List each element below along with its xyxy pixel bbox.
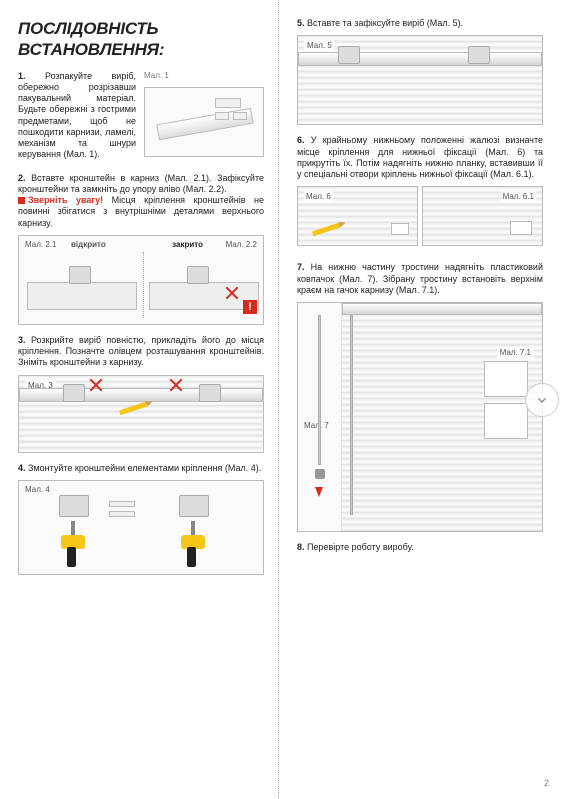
figure-6: Мал. 6	[297, 186, 418, 246]
step-6-text: 6. У крайньому нижньому положенні жалюзі…	[297, 135, 543, 180]
step-4-text: 4. Змонтуйте кронштейни елементами кріпл…	[18, 463, 264, 474]
step-4: 4. Змонтуйте кронштейни елементами кріпл…	[18, 463, 264, 575]
fig5-label: Мал. 5	[304, 40, 335, 52]
fig22-label: Мал. 2.2	[226, 240, 257, 250]
step-2-warning: Зверніть увагу! Місця кріплення кронштей…	[18, 195, 264, 229]
closed-label: закрито	[172, 240, 203, 250]
chevron-down-icon	[534, 392, 550, 408]
right-column: 5. Вставте та зафіксуйте виріб (Мал. 5).…	[278, 0, 565, 799]
figure-5: Мал. 5	[297, 35, 543, 125]
figure-1	[144, 87, 264, 157]
step-2-text: 2. Вставте кронштейн в карниз (Мал. 2.1)…	[18, 173, 264, 196]
step-3: 3. Розкрийте виріб повністю, прикладіть …	[18, 335, 264, 453]
step-5: 5. Вставте та зафіксуйте виріб (Мал. 5).…	[297, 18, 543, 125]
fig6-label: Мал. 6	[304, 191, 333, 203]
fig71-label: Мал. 7.1	[497, 347, 534, 359]
step-2: 2. Вставте кронштейн в карниз (Мал. 2.1)…	[18, 173, 264, 325]
next-image-button[interactable]	[525, 383, 559, 417]
warning-icon: !	[243, 300, 257, 314]
step-8: 8. Перевірте роботу виробу.	[297, 542, 543, 553]
step-3-text: 3. Розкрийте виріб повністю, прикладіть …	[18, 335, 264, 369]
drill-icon	[175, 521, 209, 571]
page-number: 2	[544, 778, 549, 789]
step-8-text: 8. Перевірте роботу виробу.	[297, 542, 543, 553]
step-7-text: 7. На нижню частину тростини надягніть п…	[297, 262, 543, 296]
fig4-label: Мал. 4	[25, 485, 50, 495]
instruction-page: ПОСЛІДОВНІСТЬ ВСТАНОВЛЕННЯ: 1. Розпакуйт…	[0, 0, 565, 799]
open-label: відкрито	[71, 240, 106, 250]
page-title: ПОСЛІДОВНІСТЬ ВСТАНОВЛЕННЯ:	[18, 18, 264, 61]
step-6: 6. У крайньому нижньому положенні жалюзі…	[297, 135, 543, 256]
figure-7: Мал. 7 Мал. 7.1	[297, 302, 543, 532]
drill-icon	[55, 521, 89, 571]
figure-4: Мал. 4	[18, 480, 264, 575]
step-7: 7. На нижню частину тростини надягніть п…	[297, 262, 543, 532]
fig61-label: Мал. 6.1	[501, 191, 536, 203]
fig1-label: Мал. 1	[144, 71, 264, 81]
figure-2: Мал. 2.1 Мал. 2.2 відкрито закрито !	[18, 235, 264, 325]
fig7-label: Мал. 7	[304, 421, 329, 431]
step-1: 1. Розпакуйте виріб, обережно розрізавши…	[18, 71, 264, 167]
figure-3: Мал. 3	[18, 375, 264, 453]
figure-6-1: Мал. 6.1	[422, 186, 543, 246]
fig21-label: Мал. 2.1	[25, 240, 56, 250]
step-1-text: 1. Розпакуйте виріб, обережно розрізавши…	[18, 71, 136, 161]
left-column: ПОСЛІДОВНІСТЬ ВСТАНОВЛЕННЯ: 1. Розпакуйт…	[0, 0, 278, 799]
step-5-text: 5. Вставте та зафіксуйте виріб (Мал. 5).	[297, 18, 543, 29]
